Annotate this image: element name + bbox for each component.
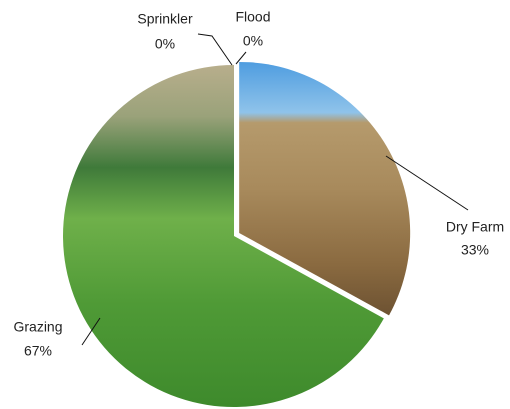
pie-slice — [239, 61, 411, 316]
slice-value-label: 33% — [461, 242, 489, 258]
leader-line — [235, 51, 247, 65]
slice-value-label: 0% — [243, 33, 263, 49]
leader-line — [385, 155, 469, 211]
slice-label: Dry Farm — [446, 219, 504, 235]
slice-label: Flood — [235, 9, 270, 25]
slice-label: Grazing — [13, 319, 62, 335]
slice-value-label: 67% — [24, 343, 52, 359]
pie-slice — [63, 65, 384, 407]
slice-value-label: 0% — [155, 36, 175, 52]
leader-line — [197, 33, 233, 66]
leader-line — [81, 317, 101, 346]
slice-label: Sprinkler — [137, 11, 193, 27]
